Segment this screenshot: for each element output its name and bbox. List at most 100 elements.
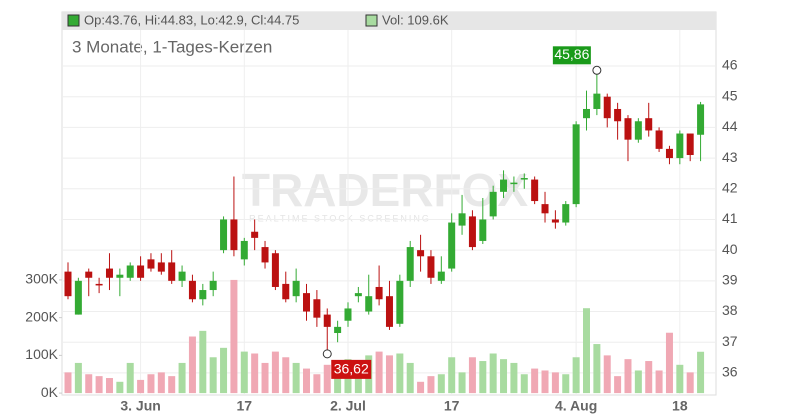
volume-bar [303, 368, 311, 394]
legend-ohlc-swatch [67, 14, 80, 27]
volume-bar [500, 359, 508, 394]
volume-bar [396, 353, 404, 394]
volume-bar [251, 353, 259, 394]
volume-bar [437, 374, 445, 394]
volume-bar [697, 351, 705, 394]
x-tick-label: 3. Jun [120, 398, 160, 414]
candle-body [427, 256, 435, 278]
volume-bar [199, 330, 207, 394]
volume-bar [479, 361, 487, 394]
low-label: 36,62 [334, 361, 369, 377]
candle-body [292, 280, 300, 297]
volume-bar [385, 355, 393, 394]
candle-body [188, 280, 196, 300]
candle-body [541, 204, 549, 214]
volume-bar [510, 362, 518, 394]
x-tick-label: 4. Aug [555, 398, 597, 414]
volume-bar [74, 362, 82, 394]
volume-bar [85, 374, 93, 394]
candle-body [157, 262, 165, 272]
volume-bar [157, 372, 165, 394]
candle-body [603, 96, 611, 119]
volume-bar [354, 366, 362, 394]
volume-bar [178, 362, 186, 394]
volume-bar [292, 362, 300, 394]
volume-bar [209, 357, 217, 394]
candle-body [448, 222, 456, 269]
volume-bar [116, 381, 124, 394]
candle-body [303, 293, 311, 312]
volume-bar [240, 351, 248, 394]
y2-tick-label: 200K [25, 308, 58, 324]
subtitle: 3 Monate, 1-Tages-Kerzen [72, 37, 272, 56]
volume-bar [593, 344, 601, 394]
header-band [62, 12, 716, 30]
low-label-box [331, 359, 372, 379]
volume-bar [220, 347, 228, 394]
candle-body [655, 130, 663, 149]
volume-bar [562, 374, 570, 394]
volume-bar [572, 357, 580, 394]
candle-body [147, 259, 155, 269]
volume-bar [95, 376, 103, 394]
high-label: 45,86 [554, 46, 589, 62]
candle-body [137, 265, 145, 278]
candle-body [251, 231, 259, 238]
volume-bar [64, 372, 72, 394]
candle-body [385, 296, 393, 327]
volume-bar [520, 374, 528, 394]
volume-bar [334, 370, 342, 394]
y-tick-label: 37 [722, 333, 738, 349]
legend-volume: Vol: 109.6K [382, 12, 449, 27]
candle-body [64, 271, 72, 297]
watermark: TRADERFOX [242, 164, 529, 216]
candle-body [95, 283, 103, 286]
candle-body [168, 262, 176, 281]
volume-bar [168, 376, 176, 394]
candle-body [614, 108, 622, 122]
y-tick-label: 38 [722, 302, 738, 318]
candle-body [500, 179, 508, 192]
legend-ohlc: Op:43.76, Hi:44.83, Lo:42.9, Cl:44.75 [84, 12, 299, 27]
volume-bar [458, 372, 466, 394]
candle-body [74, 280, 82, 315]
volume-bar [624, 359, 632, 394]
volume-bar [323, 364, 331, 394]
volume-bar [427, 376, 435, 394]
candle-body [365, 296, 373, 312]
y-tick-label: 41 [722, 210, 738, 226]
volume-bar [282, 357, 290, 394]
y2-tick-label: 300K [25, 271, 58, 287]
x-tick-label: 2. Jul [330, 398, 366, 414]
candle-body [593, 93, 601, 109]
candle-body [116, 274, 124, 278]
candle-body [209, 280, 217, 291]
candle-body [220, 219, 228, 251]
candle-body [417, 250, 425, 257]
volume-bar [406, 362, 414, 394]
volume-bar [147, 374, 155, 394]
watermark-sub: REALTIME STOCK SCREENING [249, 213, 431, 223]
candle-body [562, 204, 570, 223]
candle-body [551, 219, 559, 223]
candle-body [624, 118, 632, 140]
candle-body [697, 104, 705, 135]
candle-body [572, 124, 580, 205]
candle-body [583, 108, 590, 119]
volume-bar [645, 361, 653, 394]
candle-body [271, 253, 279, 287]
candle-body [344, 308, 352, 321]
volume-bar [313, 374, 321, 394]
y-tick-label: 43 [722, 149, 738, 165]
volume-bar [137, 379, 145, 394]
high-marker [592, 65, 602, 75]
volume-bar [541, 370, 549, 394]
candle-body [520, 178, 528, 180]
candle-body [510, 182, 518, 185]
candle-body [261, 247, 269, 263]
volume-bar [261, 362, 269, 394]
candle-body [178, 271, 186, 281]
candle-body [665, 148, 673, 159]
candle-body [375, 286, 383, 300]
